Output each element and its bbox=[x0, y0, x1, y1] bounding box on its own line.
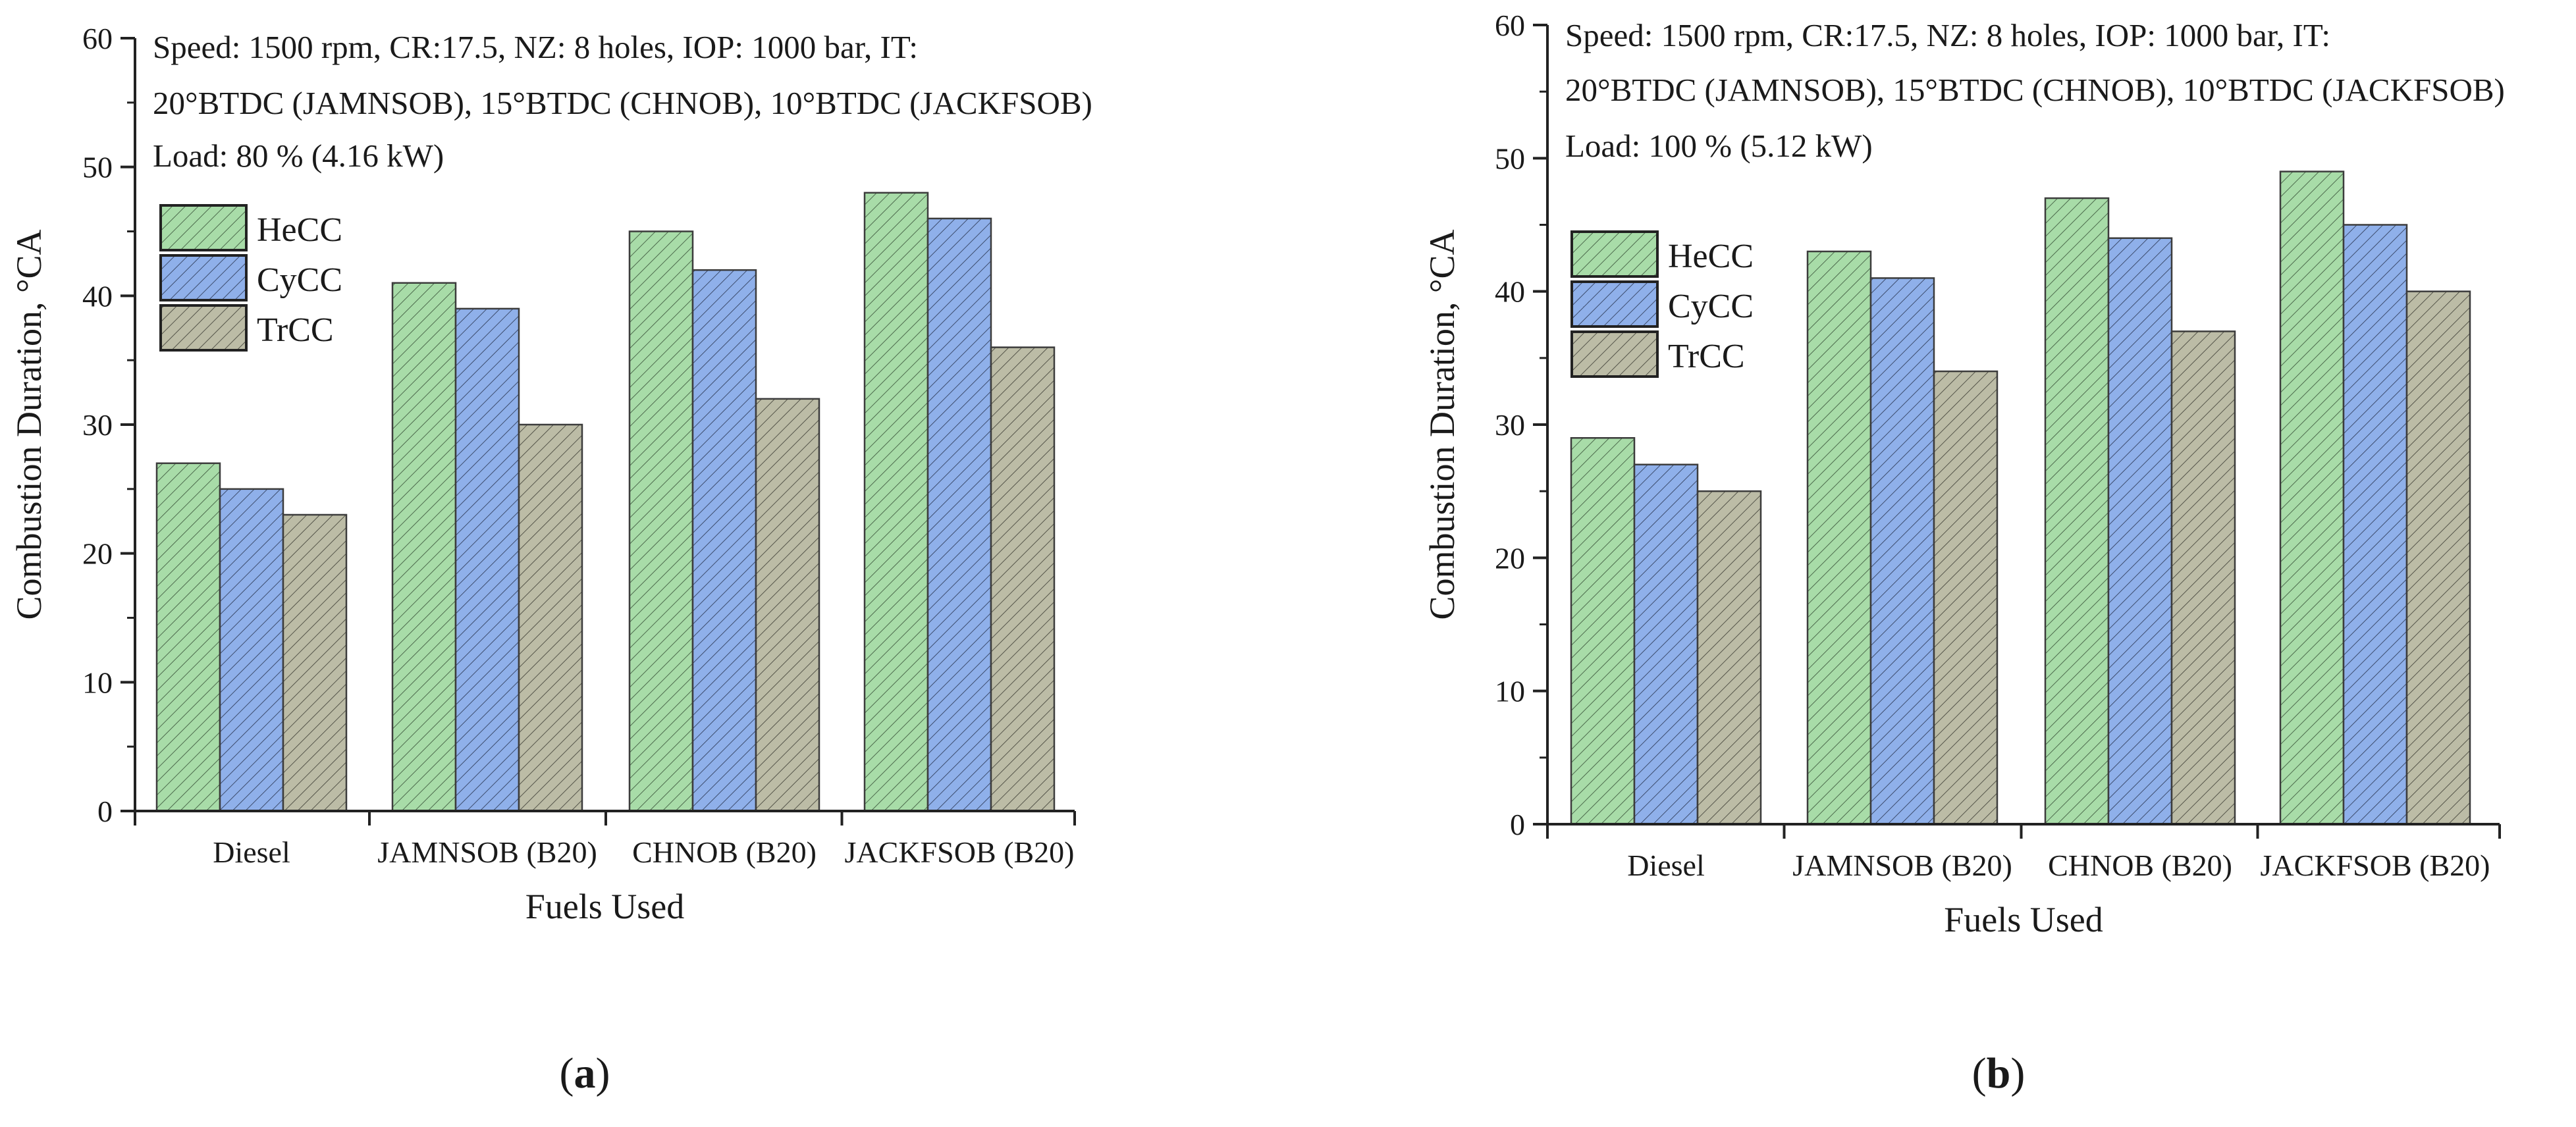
bar-cycc-2 bbox=[454, 307, 520, 812]
legend-label-hecc: HeCC bbox=[257, 211, 342, 249]
panel-a: 0 10 20 30 40 50 60 Diesel JAMNSOB (B20) CHNOB (B… bbox=[9, 22, 1092, 1097]
bar-hecc-1 bbox=[155, 462, 221, 812]
legend-label-hecc: HeCC bbox=[1668, 238, 1754, 275]
panel-label: (b) bbox=[1972, 1049, 2026, 1097]
y-axis-title: Combustion Duration, °CA bbox=[9, 229, 49, 619]
bar-cycc-3 bbox=[2107, 237, 2173, 826]
y-tick-label: 10 bbox=[82, 666, 113, 699]
bar-trcc-3 bbox=[2170, 330, 2236, 826]
bar-hecc-1 bbox=[1570, 436, 1636, 826]
y-tick-label: 50 bbox=[1495, 142, 1525, 175]
bar-trcc-2 bbox=[518, 423, 583, 812]
bar-trcc-1 bbox=[282, 513, 348, 812]
x-tick-label: JACKFSOB (B20) bbox=[2261, 849, 2490, 882]
legend: HeCC CyCC TrCC bbox=[1570, 230, 1754, 378]
bar-cycc-1 bbox=[219, 488, 284, 812]
bar-cycc-3 bbox=[691, 269, 757, 812]
bar-trcc-3 bbox=[755, 398, 820, 812]
bar-cycc-4 bbox=[2342, 224, 2408, 826]
x-tick-label: JAMNSOB (B20) bbox=[1792, 849, 2012, 882]
bar-cycc-4 bbox=[926, 217, 992, 812]
x-axis-title: Fuels Used bbox=[1944, 900, 2103, 939]
bar-hecc-3 bbox=[2044, 197, 2110, 826]
legend-swatch-trcc bbox=[159, 304, 248, 352]
y-axis-title: Combustion Duration, °CA bbox=[1422, 229, 1462, 619]
x-tick-label: Diesel bbox=[1627, 849, 1705, 882]
legend: HeCC CyCC TrCC bbox=[159, 204, 342, 352]
legend-swatch-hecc bbox=[159, 204, 248, 251]
x-tick-label: Diesel bbox=[213, 835, 290, 869]
legend-label-cycc: CyCC bbox=[257, 261, 342, 299]
legend-swatch-cycc bbox=[1570, 280, 1659, 328]
y-tick-label: 60 bbox=[1495, 9, 1525, 42]
bar-trcc-4 bbox=[2405, 290, 2471, 826]
annotation-line: Speed: 1500 rpm, CR:17.5, NZ: 8 holes, I… bbox=[153, 29, 918, 65]
legend-label-cycc: CyCC bbox=[1668, 288, 1754, 325]
y-tick-label: 30 bbox=[82, 408, 113, 442]
x-tick-label: JACKFSOB (B20) bbox=[845, 835, 1075, 869]
bar-hecc-3 bbox=[628, 230, 694, 812]
bar-trcc-2 bbox=[1933, 370, 1999, 826]
y-tick-label: 0 bbox=[97, 795, 113, 828]
panel-letter: a bbox=[574, 1049, 596, 1097]
panel-b: 0 10 20 30 40 50 60 Diesel JAMNSOB (B20) CHNOB (B… bbox=[1422, 9, 2505, 1097]
x-tick-label: CHNOB (B20) bbox=[632, 835, 817, 869]
bar-hecc-2 bbox=[391, 282, 457, 812]
y-tick-label: 40 bbox=[82, 279, 113, 313]
annotation-line: Load: 80 % (4.16 kW) bbox=[153, 138, 444, 174]
bar-cycc-1 bbox=[1633, 463, 1699, 826]
bar-hecc-4 bbox=[863, 192, 929, 812]
y-tick-label: 60 bbox=[82, 22, 113, 55]
y-tick-label: 10 bbox=[1495, 675, 1525, 708]
panel-label: (a) bbox=[560, 1049, 610, 1097]
annotation-line: 20°BTDC (JAMNSOB), 15°BTDC (CHNOB), 10°B… bbox=[153, 85, 1092, 121]
y-tick-label: 50 bbox=[82, 151, 113, 184]
legend-label-trcc: TrCC bbox=[257, 311, 334, 349]
legend-swatch-cycc bbox=[159, 254, 248, 301]
x-tick-label: JAMNSOB (B20) bbox=[377, 835, 597, 869]
x-axis-title: Fuels Used bbox=[525, 887, 685, 926]
bar-cycc-2 bbox=[1869, 277, 1935, 826]
y-tick-label: 30 bbox=[1495, 408, 1525, 442]
legend-swatch-trcc bbox=[1570, 330, 1659, 378]
legend-swatch-hecc bbox=[1570, 230, 1659, 278]
panel-letter: b bbox=[1987, 1049, 2011, 1097]
bar-trcc-4 bbox=[990, 346, 1056, 812]
y-tick-label: 40 bbox=[1495, 275, 1525, 309]
annotation-line: Load: 100 % (5.12 kW) bbox=[1565, 128, 1873, 164]
bar-hecc-2 bbox=[1806, 250, 1872, 826]
annotation-line: Speed: 1500 rpm, CR:17.5, NZ: 8 holes, I… bbox=[1565, 17, 2330, 53]
bar-trcc-1 bbox=[1696, 490, 1762, 826]
x-tick-label: CHNOB (B20) bbox=[2048, 849, 2232, 882]
bar-hecc-4 bbox=[2279, 170, 2345, 826]
y-tick-label: 0 bbox=[1510, 808, 1525, 841]
annotation-line: 20°BTDC (JAMNSOB), 15°BTDC (CHNOB), 10°B… bbox=[1565, 72, 2505, 108]
y-tick-label: 20 bbox=[82, 537, 113, 571]
y-tick-label: 20 bbox=[1495, 541, 1525, 575]
legend-label-trcc: TrCC bbox=[1668, 338, 1745, 375]
